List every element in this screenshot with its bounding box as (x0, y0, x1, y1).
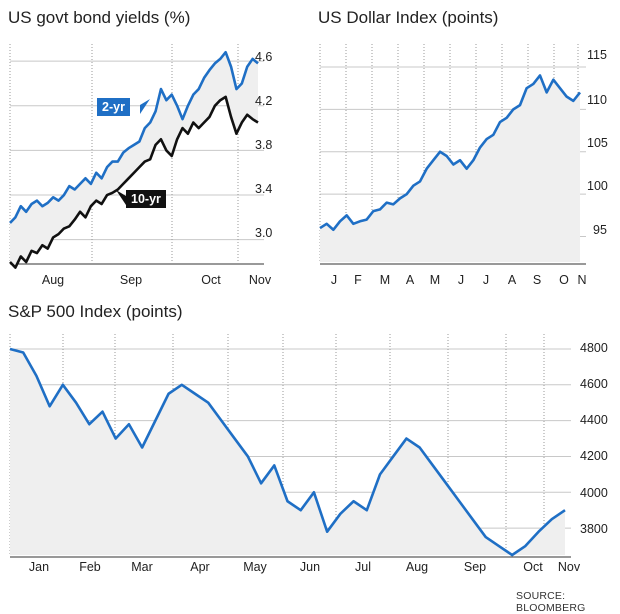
sp500-x-tick-sep: Sep (463, 560, 487, 574)
sp500-y-tick-1: 4800 (580, 341, 608, 355)
bond-y-tick-1: 4.6 (255, 50, 273, 64)
sp500-x-tick-nov: Nov (557, 560, 581, 574)
series-label-10yr: 10-yr (126, 190, 166, 208)
label-pointer-2yr (140, 99, 150, 114)
dollar-y-tick-5: 95 (593, 223, 607, 237)
sp500-x-tick-jul: Jul (355, 560, 371, 574)
series-line-2 (9, 95, 259, 269)
bond-x-tick-sep: Sep (119, 273, 143, 287)
dollar-x-tick-aug: A (507, 273, 517, 287)
dollar-index-area (320, 75, 580, 262)
bond-y-tick-2: 4.2 (255, 94, 273, 108)
dollar-y-tick-3: 105 (587, 136, 608, 150)
sp500-x-tick-oct: Oct (523, 560, 543, 574)
sp500-x-tick-mar: Mar (131, 560, 153, 574)
dollar-x-tick-apr: A (405, 273, 415, 287)
sp500-y-tick-3: 4400 (580, 413, 608, 427)
sp500-area (10, 348, 565, 555)
dollar-x-tick-jun: J (457, 273, 465, 287)
sp500-y-tick-5: 4000 (580, 486, 608, 500)
sp500-y-tick-4: 4200 (580, 449, 608, 463)
dollar-x-tick-may: M (429, 273, 441, 287)
sp500-x-tick-aug: Aug (405, 560, 429, 574)
bond-x-tick-oct: Oct (201, 273, 221, 287)
dollar-y-tick-2: 110 (587, 93, 607, 107)
series-line-1 (319, 74, 582, 232)
sp500-x-tick-jun: Jun (299, 560, 321, 574)
dollar-y-tick-4: 100 (587, 179, 608, 193)
sp500-x-tick-may: May (243, 560, 267, 574)
dollar-chart-title: US Dollar Index (points) (318, 8, 499, 27)
series-line-1 (9, 347, 566, 557)
sp500-x-tick-feb: Feb (79, 560, 101, 574)
sp500-y-tick-6: 3800 (580, 522, 608, 536)
source-note: SOURCE: BLOOMBERG (516, 590, 586, 614)
dollar-x-tick-nov: N (577, 273, 587, 287)
bond-yields-spread-area (10, 52, 258, 268)
dollar-x-tick-feb: F (354, 273, 362, 287)
bond-x-tick-aug: Aug (41, 273, 65, 287)
sp500-chart-title: S&P 500 Index (points) (8, 302, 183, 321)
dollar-x-tick-jan: J (330, 273, 338, 287)
bond-x-tick-nov: Nov (248, 273, 272, 287)
dollar-y-tick-1: 115 (587, 48, 607, 62)
bond-chart-title: US govt bond yields (%) (8, 8, 191, 27)
bond-y-tick-4: 3.4 (255, 182, 273, 196)
series-label-2yr: 2-yr (97, 98, 130, 116)
dollar-x-tick-mar: M (379, 273, 391, 287)
sp500-x-tick-apr: Apr (190, 560, 210, 574)
dollar-x-tick-sep: S (532, 273, 542, 287)
bond-y-tick-5: 3.0 (255, 226, 273, 240)
label-pointer-10yr (116, 190, 126, 205)
dollar-x-tick-jul: J (482, 273, 490, 287)
dollar-x-tick-oct: O (559, 273, 569, 287)
series-line-1 (9, 50, 259, 224)
bond-y-tick-3: 3.8 (255, 138, 273, 152)
sp500-x-tick-jan: Jan (28, 560, 50, 574)
sp500-y-tick-2: 4600 (580, 377, 608, 391)
